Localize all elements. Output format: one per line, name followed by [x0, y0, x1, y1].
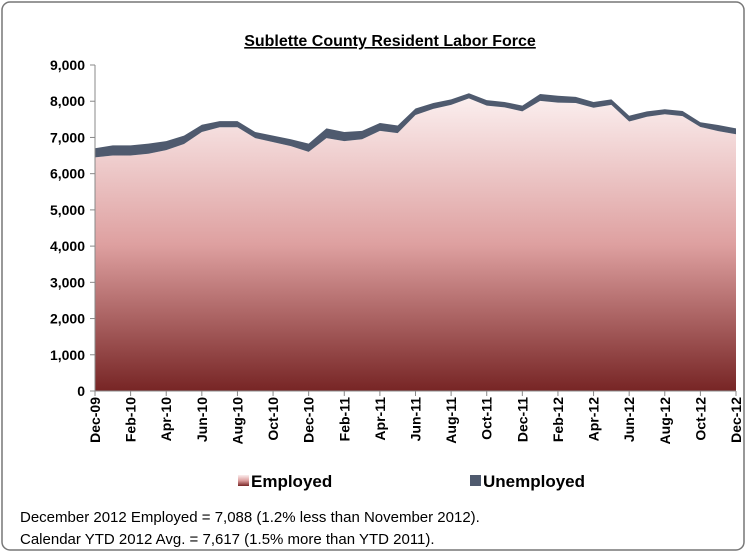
- y-tick-label: 3,000: [50, 274, 85, 290]
- x-tick-label: Dec-11: [514, 397, 530, 442]
- y-tick-label: 6,000: [50, 166, 85, 182]
- x-tick-label: Aug-12: [657, 397, 673, 445]
- legend-label: Employed: [251, 472, 332, 491]
- x-tick-label: Feb-12: [550, 397, 566, 442]
- area: [95, 98, 736, 391]
- legend-swatch: [238, 475, 249, 486]
- y-tick-label: 4,000: [50, 238, 85, 254]
- x-tick-label: Dec-10: [301, 397, 317, 443]
- annotation: Calendar YTD 2012 Avg. = 7,617 (1.5% mor…: [20, 531, 435, 548]
- x-tick-label: Dec-12: [728, 397, 744, 443]
- legend-swatch: [470, 475, 481, 486]
- y-tick-label: 2,000: [50, 311, 85, 327]
- y-tick-label: 1,000: [50, 347, 85, 363]
- x-tick-label: Jun-12: [621, 397, 637, 442]
- area: [95, 93, 736, 158]
- x-tick-label: Dec-09: [87, 397, 103, 443]
- x-tick-label: Oct-12: [692, 397, 708, 441]
- x-tick-label: Feb-10: [123, 397, 139, 442]
- y-tick-label: 0: [77, 383, 85, 399]
- legend-label: Unemployed: [483, 472, 585, 491]
- x-tick-label: Apr-10: [158, 397, 174, 442]
- x-tick-label: Jun-11: [408, 397, 424, 442]
- y-tick-label: 5,000: [50, 202, 85, 218]
- annotation: December 2012 Employed = 7,088 (1.2% les…: [20, 509, 480, 526]
- chart-title: Sublette County Resident Labor Force: [244, 33, 536, 50]
- x-tick-label: Apr-12: [586, 397, 602, 442]
- y-tick-label: 9,000: [50, 57, 85, 73]
- x-tick-label: Jun-10: [194, 397, 210, 442]
- x-tick-label: Oct-11: [479, 397, 495, 440]
- x-tick-label: Feb-11: [336, 397, 352, 442]
- y-tick-label: 8,000: [50, 93, 85, 109]
- x-tick-label: Oct-10: [265, 397, 281, 441]
- x-tick-label: Aug-11: [443, 397, 459, 444]
- x-tick-label: Apr-11: [372, 397, 388, 441]
- x-tick-label: Aug-10: [229, 397, 245, 445]
- y-tick-label: 7,000: [50, 129, 85, 145]
